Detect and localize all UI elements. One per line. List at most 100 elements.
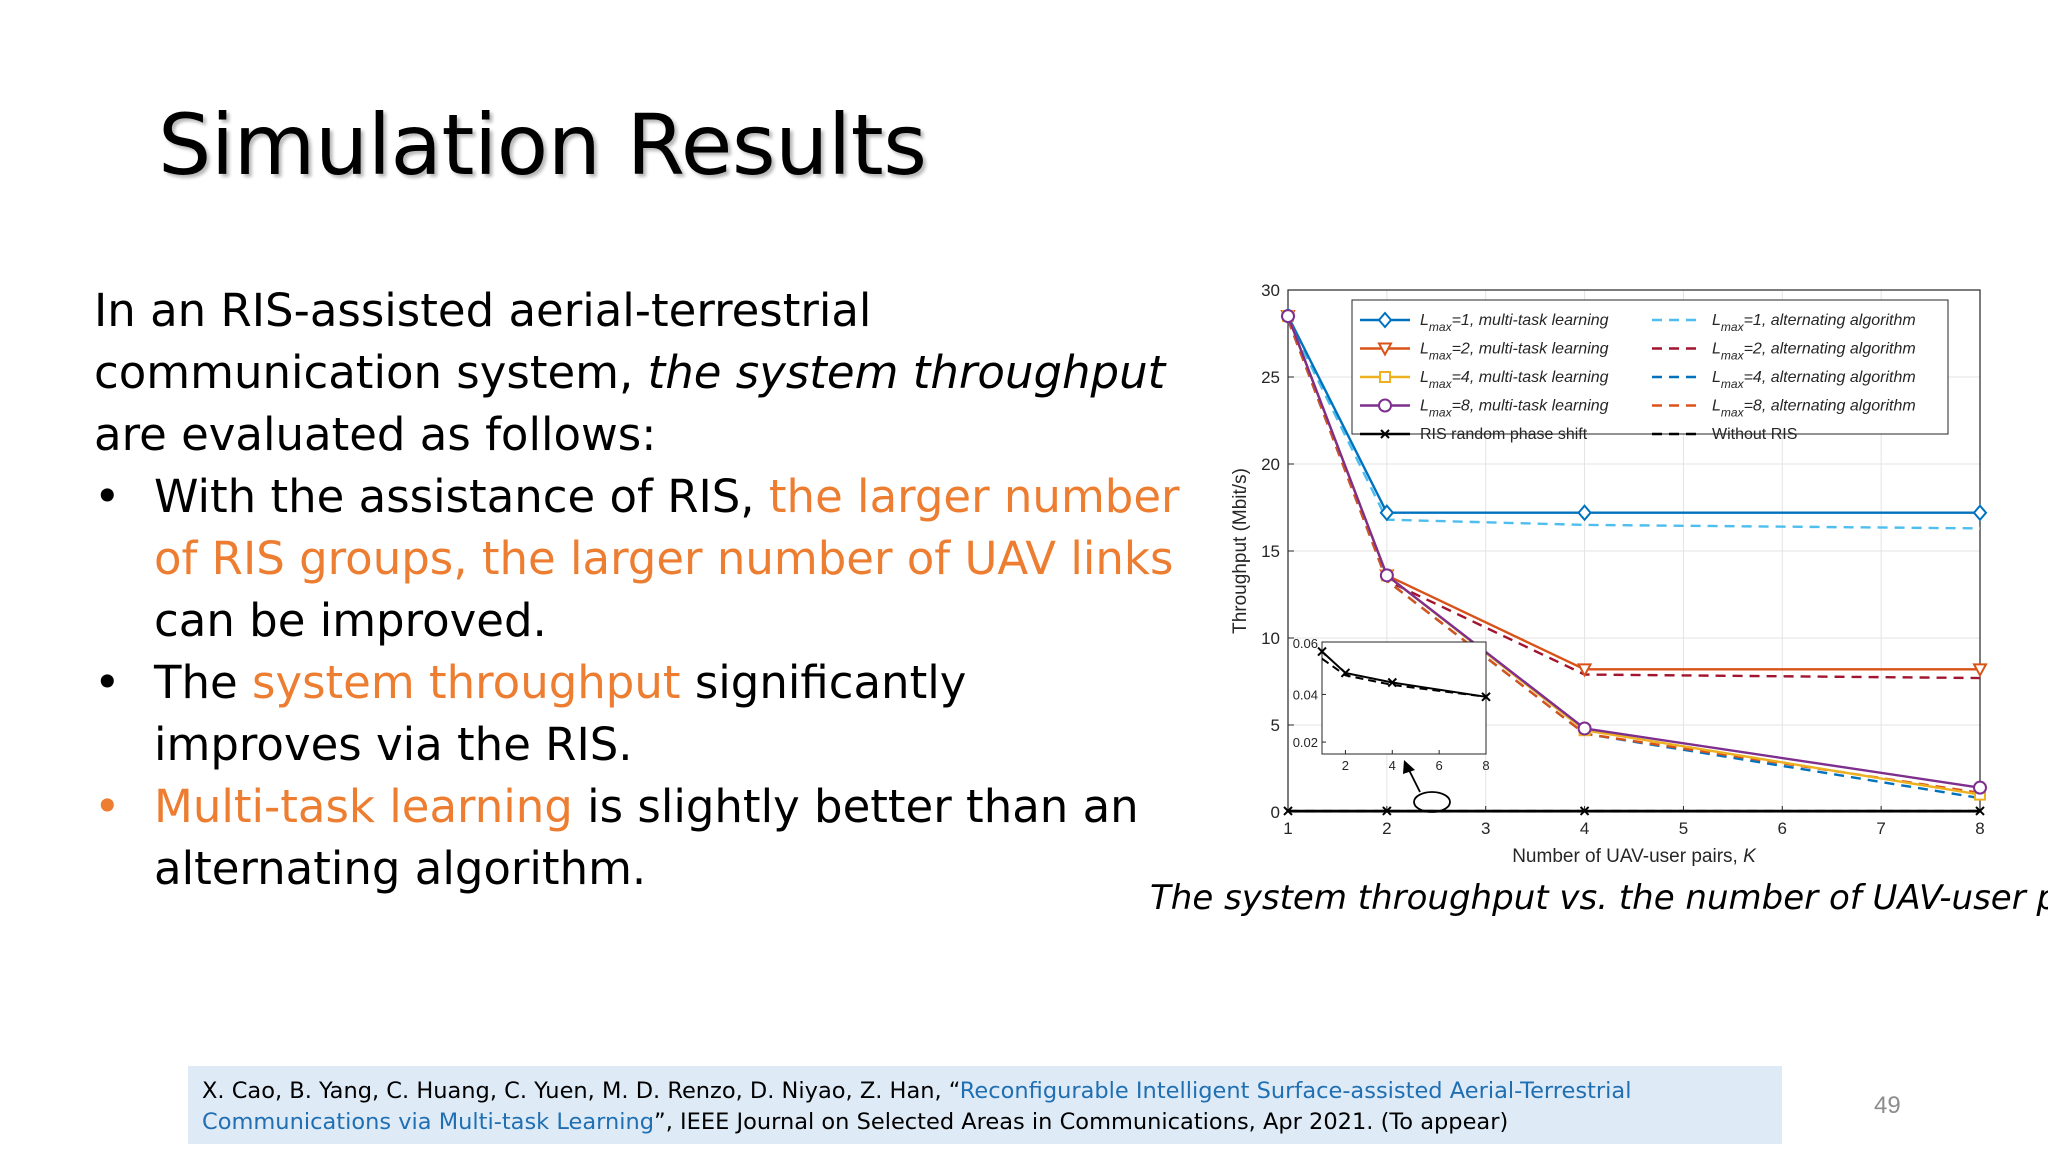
x-marker xyxy=(1317,646,1327,657)
circle-marker xyxy=(1378,398,1392,413)
legend-entry-2: Lmax=2, multi-task learning xyxy=(1360,341,1609,363)
triangle-marker xyxy=(1576,663,1593,678)
inset-x-tick-label: 2 xyxy=(1342,758,1349,773)
legend-label: Lmax=8, multi-task learning xyxy=(1420,398,1609,420)
bullet-item-throughput: • The system throughput significantly imp… xyxy=(94,652,1184,776)
legend-label: Without RIS xyxy=(1712,426,1797,443)
bullet-text: The xyxy=(154,656,252,709)
x-tick-label: 3 xyxy=(1481,819,1490,838)
y-axis-label: Throughput (Mbit/s) xyxy=(1230,468,1251,634)
circle-marker xyxy=(1577,721,1592,736)
legend-entry-4: Lmax=4, multi-task learning xyxy=(1360,369,1609,391)
intro-text: In an RIS-assisted aerial-terrestrial co… xyxy=(94,284,872,399)
legend-entry-5: Lmax=4, alternating algorithm xyxy=(1652,369,1916,391)
series-line xyxy=(1286,319,1981,530)
inset-x-tick-label: 4 xyxy=(1389,758,1396,773)
bullet-item-ris-groups: • With the assistance of RIS, the larger … xyxy=(94,466,1184,652)
legend-label: Lmax=1, alternating algorithm xyxy=(1712,312,1916,334)
inset-series-line xyxy=(1321,650,1487,698)
bullet-text: significantly improves via the RIS. xyxy=(154,656,967,771)
inset-y-tick-label: 0.04 xyxy=(1293,687,1318,702)
inset-zoom: 2 4 6 8 0.02 0.04 0.06 xyxy=(1293,636,1491,773)
x-marker xyxy=(1387,677,1397,688)
intro-paragraph: In an RIS-assisted aerial-terrestrial co… xyxy=(94,280,1184,466)
bullet-list: • With the assistance of RIS, the larger … xyxy=(94,466,1184,900)
zoom-arrow-shaft xyxy=(1407,767,1421,793)
bullet-point: • xyxy=(94,470,121,523)
highlight-text: the larger number of RIS groups, the lar… xyxy=(154,470,1180,585)
bullet-point: • xyxy=(94,780,121,833)
x-marker xyxy=(1283,806,1293,816)
triangle-marker xyxy=(1972,663,1988,678)
slide-title: Simulation Results xyxy=(158,96,927,194)
x-tick-label: 4 xyxy=(1580,819,1589,838)
zoom-region-ellipse xyxy=(1413,791,1451,813)
x-tick-label: 6 xyxy=(1778,819,1787,838)
bullet-item-multitask: • Multi-task learning is slightly better … xyxy=(94,776,1184,900)
x-tick-label: 7 xyxy=(1876,819,1885,838)
inset-x-tick-label: 6 xyxy=(1436,758,1443,773)
diamond-marker xyxy=(1577,504,1592,522)
inset-y-tick-label: 0.02 xyxy=(1293,735,1318,750)
diamond-marker xyxy=(1379,504,1395,522)
series-7 xyxy=(1286,319,1981,795)
diamond-marker xyxy=(1377,311,1393,329)
page-number: 49 xyxy=(1874,1092,1901,1119)
inset-frame xyxy=(1321,641,1487,755)
series-line xyxy=(1286,315,1980,514)
legend-box xyxy=(1351,299,1949,435)
circle-marker xyxy=(1973,780,1987,795)
y-tick-label: 10 xyxy=(1261,629,1280,648)
circle-marker xyxy=(1281,309,1295,324)
inset-series-line xyxy=(1321,657,1487,698)
highlight-text: Multi-task learning xyxy=(154,780,573,833)
x-tick-label: 8 xyxy=(1975,819,1984,838)
citation-box: X. Cao, B. Yang, C. Huang, C. Yuen, M. D… xyxy=(188,1066,1782,1144)
legend-entry-3: Lmax=2, alternating algorithm xyxy=(1652,341,1916,363)
inset-x-tick-label: 8 xyxy=(1482,758,1489,773)
citation-venue: ”, IEEE Journal on Selected Areas in Com… xyxy=(654,1109,1509,1135)
legend-label: Lmax=2, multi-task learning xyxy=(1420,341,1609,363)
bullet-text: With the assistance of RIS, xyxy=(154,470,769,523)
legend-label: Lmax=2, alternating algorithm xyxy=(1712,341,1916,363)
zoom-arrow-head xyxy=(1403,760,1415,774)
citation-link[interactable]: Reconfigurable Intelligent Surface-assis… xyxy=(202,1078,1632,1135)
x-tick-label: 5 xyxy=(1679,819,1688,838)
series-8 xyxy=(1283,806,1985,816)
highlight-text: system throughput xyxy=(252,656,681,709)
legend-entry-8: RIS random phase shift xyxy=(1360,426,1588,443)
y-tick-label: 15 xyxy=(1261,542,1280,561)
slide-body: In an RIS-assisted aerial-terrestrial co… xyxy=(94,280,1184,900)
legend-label: RIS random phase shift xyxy=(1420,426,1588,443)
legend-entry-9: Without RIS xyxy=(1652,426,1797,443)
y-tick-label: 25 xyxy=(1261,368,1280,387)
series-1 xyxy=(1286,319,1981,530)
figure-caption: The system throughput vs. the number of … xyxy=(1150,878,2048,918)
bullet-text: is slightly better than an alternating a… xyxy=(154,780,1139,895)
legend-label: Lmax=4, multi-task learning xyxy=(1420,369,1609,391)
intro-text-end: are evaluated as follows: xyxy=(94,408,657,461)
bullet-point: • xyxy=(94,656,121,709)
diamond-marker xyxy=(1972,504,1988,522)
square-marker xyxy=(1379,371,1391,383)
legend-entry-6: Lmax=8, multi-task learning xyxy=(1360,398,1609,420)
bullet-text: can be improved. xyxy=(154,594,547,647)
legend-label: Lmax=1, multi-task learning xyxy=(1420,312,1609,334)
x-marker xyxy=(1340,668,1351,678)
x-tick-label: 1 xyxy=(1283,819,1292,838)
legend-entry-1: Lmax=1, alternating algorithm xyxy=(1652,312,1916,334)
throughput-chart: 1 2 3 4 5 6 7 8 0 5 10 15 20 25 30 Number of UAV-user p… xyxy=(1190,270,2010,870)
triangle-marker xyxy=(1377,342,1393,357)
y-tick-label: 30 xyxy=(1261,281,1280,300)
y-tick-label: 20 xyxy=(1261,455,1280,474)
inset-y-top-label: 0.06 xyxy=(1293,636,1318,651)
chart-svg: 1 2 3 4 5 6 7 8 0 5 10 15 20 25 30 Number of UAV-user p… xyxy=(1230,281,1988,867)
citation-authors: X. Cao, B. Yang, C. Huang, C. Yuen, M. D… xyxy=(202,1078,960,1104)
x-axis-label: Number of UAV-user pairs, K xyxy=(1512,846,1757,867)
x-marker xyxy=(1380,429,1390,439)
intro-emphasis: the system throughput xyxy=(647,346,1166,399)
x-marker xyxy=(1382,806,1392,816)
y-tick-label: 5 xyxy=(1271,716,1280,735)
legend-label: Lmax=8, alternating algorithm xyxy=(1712,398,1916,420)
legend-entry-0: Lmax=1, multi-task learning xyxy=(1360,311,1609,334)
